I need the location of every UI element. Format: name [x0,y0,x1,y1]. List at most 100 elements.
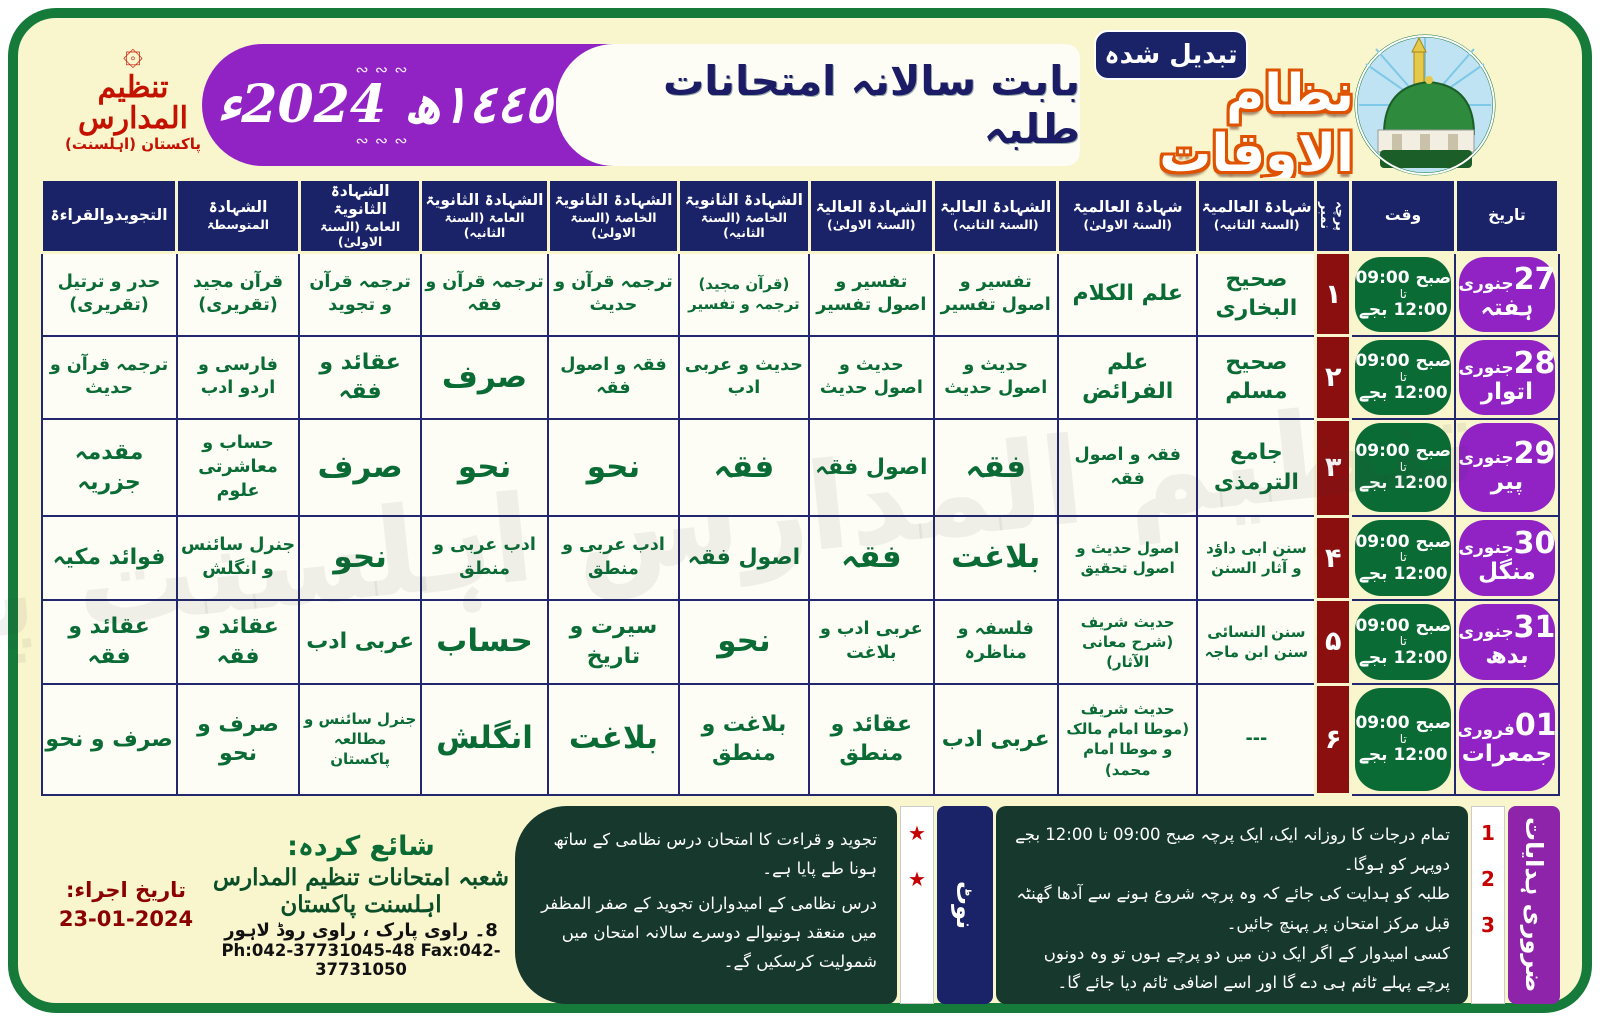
subject-cell: جنرل سائنس و انگلش [175,515,301,601]
time-cell: صبح 09:00 تا 12:00 بجے [1349,683,1457,796]
time-pill: صبح 09:00 تا 12:00 بجے [1355,339,1452,416]
date-weekday: ہفتہ [1480,295,1534,322]
subject-cell: نحو [677,598,811,686]
subject-cell: صرف و نحو [40,683,178,796]
subject-cell: حساب و معاشرتی علوم [175,418,301,518]
time-start: صبح 09:00 [1355,615,1452,636]
time-start: صبح 09:00 [1355,713,1452,734]
logo-ornament-icon: ۞ [123,33,143,73]
logo-title: تنظیم المدارس [77,69,188,137]
date-weekday: بدھ [1485,643,1529,670]
time-to: تا [1399,550,1407,565]
time-start: صبح 09:00 [1355,531,1452,552]
subject-cell: جنرل سائنس و مطالعہ پاکستان [298,683,422,796]
column-header: شہادۃ العالمیۃ (السنۃ الاولیٰ) [1056,178,1199,254]
subject-cell: اصول فقہ [677,515,811,601]
column-header-label: التجویدوالقراءۃ [50,205,168,224]
time-start: صبح 09:00 [1355,267,1452,288]
subject-cell: اصول فقہ [808,418,935,518]
column-header: الشہادۃ المتوسطۃ [175,178,301,254]
changed-badge: تبدیل شدہ [1094,30,1248,80]
date-number: 30جنوری [1458,529,1555,559]
subject-cell: فارسی و اردو ادب [175,334,301,421]
date-pill: 31جنوری بدھ [1458,603,1555,681]
time-cell: صبح 09:00 تا 12:00 بجے [1349,515,1457,601]
column-header-sub: العامۃ (السنۃ الاولیٰ) [320,218,401,249]
paper-number-cell: ۴ [1314,514,1353,602]
subject-cell: فقہ و اصول فقہ [547,334,680,421]
note-star-strip: ★ ★ [900,806,934,1004]
column-header-label: الشہادۃ العالیۃ [940,198,1052,217]
date-month: فروری [1457,719,1515,740]
instruction-number: 3 [1481,913,1495,937]
note-line: درس نظامی کے امیدواران تجوید کے صفر المظ… [541,893,877,971]
date-number-value: 28 [1513,345,1556,381]
time-end: 12:00 بجے [1358,473,1448,494]
time-end: 12:00 بجے [1358,744,1448,765]
date-number-value: 30 [1513,526,1556,562]
paper-number-cell: ۳ [1314,417,1353,518]
subject-cell: عقائد و منطق [808,683,935,796]
subject-cell: حدیث و عربی ادب [677,334,811,421]
subject-cell: حدیث شریف (شرح معانی الآثار) [1056,598,1199,686]
subject-cell: فقہ [932,418,1059,518]
instruction-number: 1 [1481,821,1495,845]
timetable-header: تاریخ وقت پرچہ نمبر شہادۃ العالمیۃ (السنۃ ال… [39,178,1561,254]
subject-cell: ترجمہ قرآن و فقہ [419,251,550,337]
flourish-top-icon: ∾∾∾ [355,60,414,79]
subject-cell: (قرآن مجید) ترجمہ و تفسیر [677,251,811,337]
subject-cell: عقائد و فقہ [40,598,178,686]
timetable: تاریخ وقت پرچہ نمبر شہادۃ العالمیۃ (السنۃ ال… [0,178,1561,797]
star-icon: ★ [908,821,926,845]
subject-cell: مقدمہ جزریہ [40,418,178,518]
column-header-label: شہادۃ العالمیۃ [1201,198,1312,217]
subject-cell: نحو [419,418,550,518]
date-number-value: 01 [1514,707,1557,743]
date-pill: 27جنوری ہفتہ [1458,256,1555,332]
date-cell: 28جنوری اتوار [1454,334,1560,421]
date-number-value: 27 [1513,262,1556,298]
paper-number-cell: ۱ [1314,250,1353,338]
column-header: الشہادۃ الثانویۃ الخاصۃ (السنۃ الثانیہ) [677,178,811,254]
subject-cell: عقائد و فقہ [298,334,422,421]
instruction-line: کسی امیدوار کے اگر ایک دن میں دو پرچے ہو… [1043,943,1450,993]
subject-cell: عربی ادب و بلاغت [808,598,935,686]
date-number: 27جنوری [1458,265,1555,295]
subject-cell: اصول حدیث و اصول تحقیق [1056,515,1199,601]
column-header-label: الشہادۃ الثانویۃ [684,190,803,209]
flourish-bottom-icon: ∾∾∾ [355,131,414,150]
time-to: تا [1399,460,1407,475]
timetable-row: 27جنوری ہفتہ صبح 09:00 تا 12:00 بجے ۱ صحیح الب… [40,250,1560,338]
instruction-number: 2 [1481,867,1495,891]
subject-cell: فوائد مکیہ [40,515,178,601]
issue-date-value: 23-01-2024 [58,907,194,931]
date-weekday: منگل [1478,559,1536,586]
subject-cell: انگلش [419,683,550,796]
column-header-label: الشہادۃ [208,198,268,217]
subject-cell: تفسیر و اصول تفسیر [808,251,935,337]
mosque-icon [1354,34,1496,176]
date-pill: 01فروری جمعرات [1457,688,1557,791]
date-cell: 30جنوری منگل [1454,515,1560,601]
subject-cell: علم الکلام [1056,251,1199,337]
date-weekday: پیر [1490,468,1524,495]
time-cell: صبح 09:00 تا 12:00 بجے [1349,251,1457,337]
logo-subtitle: (اہلسنت) پاکستان [64,134,202,153]
column-header: التجویدوالقراءۃ [39,178,179,254]
subject-cell: حدیث و اصول حدیث [808,334,935,421]
time-to: تا [1399,634,1407,649]
subject-cell: بلاغت [932,515,1059,601]
date-weekday: اتوار [1480,378,1533,405]
date-month: جنوری [1458,622,1514,643]
subject-cell: ترجمہ قرآن و حدیث [40,334,178,421]
subject-cell: --- [1196,683,1317,796]
column-header: الشہادۃ الثانویۃ الخاصۃ (السنۃ الاولیٰ) [546,178,681,254]
subject-cell: عربی ادب [298,598,422,686]
year-gregorian: 2024ء [216,74,387,135]
subject-cell: حساب [419,598,550,686]
subject-cell: ادب عربی و منطق [547,515,680,601]
date-weekday: جمعرات [1461,740,1553,767]
date-cell: 31جنوری بدھ [1454,598,1560,686]
column-header-sub: (السنۃ الاولیٰ) [1083,217,1172,233]
